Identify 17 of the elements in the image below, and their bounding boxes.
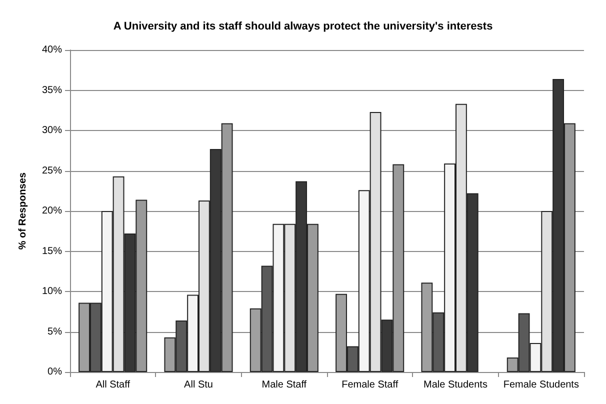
chart-title: A University and its staff should always protect the university's interests bbox=[113, 20, 493, 32]
x-tick-label: Female Students bbox=[503, 380, 579, 390]
y-tick-label: 35% bbox=[42, 84, 62, 96]
x-tick-label: All Stu bbox=[184, 380, 213, 390]
y-tick-label: 25% bbox=[42, 165, 62, 176]
y-tick-label: 0% bbox=[48, 366, 62, 378]
y-axis-title: % of Responses bbox=[18, 172, 28, 250]
y-tick-label: 30% bbox=[42, 125, 62, 136]
y-tick-label: 10% bbox=[42, 286, 62, 297]
y-tick-label: 40% bbox=[42, 44, 62, 56]
y-tick-label: 20% bbox=[42, 206, 62, 216]
y-tick-label: 15% bbox=[42, 246, 62, 257]
x-tick-label: Male Staff bbox=[262, 380, 307, 390]
x-tick-label: Female Staff bbox=[342, 380, 398, 390]
x-tick-label: Male Students bbox=[424, 380, 488, 390]
x-tick-label: All Staff bbox=[96, 380, 130, 390]
y-tick-label: 5% bbox=[48, 326, 62, 338]
